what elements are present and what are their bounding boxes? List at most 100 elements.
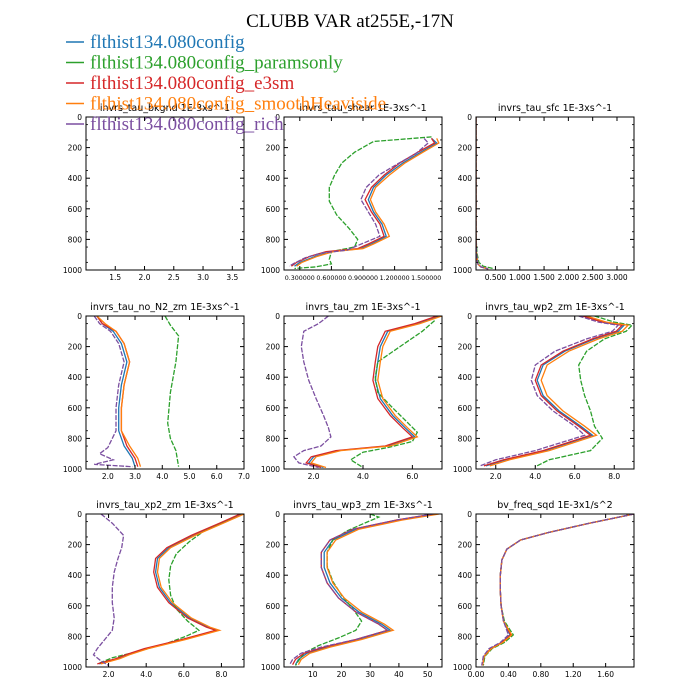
legend-item: flthist134.080config_e3sm <box>66 73 294 94</box>
y-tick-label: 0 <box>467 113 472 122</box>
y-tick-label: 200 <box>266 541 281 550</box>
series-line-flthist134-080config-paramsonly <box>482 514 634 666</box>
series-line-flthist134-080config-e3sm <box>483 316 624 467</box>
x-tick-label: 0.00 <box>468 670 485 679</box>
x-tick-label: 6.0 <box>211 472 223 481</box>
x-tick-label: 2.0 <box>490 472 502 481</box>
panel-invrs-tau-sfc: invrs_tau_sfc 1E-3xs^-1 0 200 400 600 800 1000… <box>453 103 635 282</box>
x-tick-label: 3.0 <box>129 472 141 481</box>
y-tick-label: 1000 <box>261 266 280 275</box>
legend: flthist134.080configflthist134.080config… <box>66 32 386 135</box>
series-group <box>93 316 180 468</box>
series-line-flthist134-080config-smoothheaviside <box>310 316 442 469</box>
y-tick-label: 400 <box>266 571 281 580</box>
y-tick-label: 0 <box>275 510 280 519</box>
series-line-flthist134-080config-paramsonly <box>164 316 180 467</box>
panel-frame <box>283 513 443 668</box>
y-tick-label: 600 <box>68 602 83 611</box>
x-tick-label: 5.0 <box>184 472 196 481</box>
series-line-flthist134-080config-paramsonly <box>294 136 432 270</box>
legend-item: flthist134.080config_smoothHeaviside <box>66 94 386 115</box>
y-tick-label: 600 <box>458 205 473 214</box>
y-tick-label: 0 <box>467 510 472 519</box>
y-tick-label: 1000 <box>261 663 280 672</box>
y-tick-label: 400 <box>266 174 281 183</box>
legend-item: flthist134.080config <box>66 32 245 53</box>
y-tick-label: 800 <box>458 632 473 641</box>
series-line-flthist134-080config-rich <box>289 514 434 666</box>
y-tick-label: 0 <box>77 113 82 122</box>
y-tick-label: 800 <box>458 434 473 443</box>
x-tick-label: 7.0 <box>238 472 250 481</box>
series-line-flthist134-080config-paramsonly <box>476 117 494 270</box>
y-tick-label: 400 <box>458 373 473 382</box>
x-tick-label: 2.0 <box>308 472 320 481</box>
series-group <box>92 514 244 667</box>
y-tick-label: 800 <box>266 434 281 443</box>
x-tick-label: 2.5 <box>168 273 180 282</box>
y-tick-label: 0 <box>275 113 280 122</box>
panel-invrs-tau-wp2-zm: invrs_tau_wp2_zm 1E-3xs^-1 0 200 400 600 800 1… <box>453 302 635 481</box>
y-tick-label: 800 <box>68 632 83 641</box>
y-tick-label: 600 <box>266 404 281 413</box>
y-tick-label: 600 <box>68 404 83 413</box>
panel-title: invrs_tau_bkgnd 1E-3xs^-1 <box>100 103 230 114</box>
y-tick-label: 800 <box>266 632 281 641</box>
series-line-flthist134-080config <box>485 316 626 467</box>
panel-frame <box>85 116 245 271</box>
panel-title: invrs_tau_wp2_zm 1E-3xs^-1 <box>485 302 625 313</box>
x-tick-label: 40 <box>394 670 404 679</box>
series-line-flthist134-080config-e3sm <box>481 514 634 666</box>
y-tick-label: 1000 <box>453 663 472 672</box>
y-tick-label: 0 <box>77 312 82 321</box>
x-tick-label: 2.0 <box>102 472 114 481</box>
y-tick-label: 800 <box>68 235 83 244</box>
panel-frame <box>475 315 635 470</box>
panel-title: invrs_tau_sfc 1E-3xs^-1 <box>498 103 612 114</box>
y-tick-label: 600 <box>266 602 281 611</box>
legend-item: flthist134.080config_rich <box>66 114 284 135</box>
series-line-flthist134-080config-smoothheaviside <box>489 316 630 467</box>
x-tick-label: 8.0 <box>215 670 227 679</box>
panel-frame <box>85 315 245 470</box>
panel-invrs-tau-xp2-zm: invrs_tau_xp2_zm 1E-3xs^-1 0 200 400 600 800 1… <box>63 500 245 679</box>
series-group <box>481 514 634 666</box>
y-tick-label: 400 <box>68 571 83 580</box>
x-tick-label: 0.600000 <box>316 275 346 282</box>
y-tick-label: 0 <box>467 312 472 321</box>
y-tick-label: 1000 <box>63 266 82 275</box>
legend-label: flthist134.080config_paramsonly <box>90 53 343 74</box>
series-line-flthist134-080config <box>481 514 634 666</box>
y-tick-label: 200 <box>68 144 83 153</box>
x-tick-label: 4.0 <box>156 472 168 481</box>
x-tick-label: 1.20 <box>565 670 582 679</box>
x-tick-label: 0.900000 <box>348 275 378 282</box>
x-tick-label: 4.0 <box>140 670 152 679</box>
x-tick-label: 10 <box>308 670 318 679</box>
y-tick-label: 1000 <box>453 266 472 275</box>
x-tick-label: 6.0 <box>178 670 190 679</box>
y-tick-label: 400 <box>458 571 473 580</box>
x-tick-label: 0.40 <box>500 670 517 679</box>
series-line-flthist134-080config-smoothheaviside <box>297 514 440 666</box>
y-tick-label: 1000 <box>63 663 82 672</box>
x-tick-label: 4.0 <box>357 472 369 481</box>
x-tick-label: 2.500 <box>582 273 604 282</box>
series-line-flthist134-080config-e3sm <box>305 316 438 469</box>
x-tick-label: 1.500 <box>533 273 555 282</box>
series-line-flthist134-080config <box>307 316 440 469</box>
x-tick-label: 6.0 <box>406 472 418 481</box>
legend-item: flthist134.080config_paramsonly <box>66 53 343 74</box>
series-group <box>476 117 494 270</box>
series-line-flthist134-080config-smoothheaviside <box>100 514 244 665</box>
y-tick-label: 600 <box>458 602 473 611</box>
series-line-flthist134-080config-e3sm <box>292 514 434 666</box>
x-tick-label: 2.000 <box>558 273 580 282</box>
y-tick-label: 800 <box>266 235 281 244</box>
x-tick-label: 8.0 <box>608 472 620 481</box>
x-tick-label: 20 <box>337 670 347 679</box>
y-tick-label: 200 <box>68 541 83 550</box>
panel-frame <box>283 315 443 470</box>
y-tick-label: 200 <box>458 343 473 352</box>
